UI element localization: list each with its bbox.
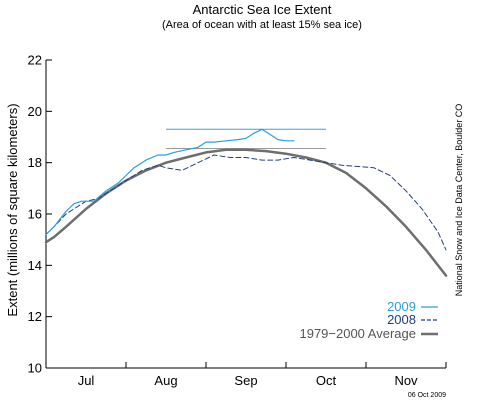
series-line — [44, 148, 448, 277]
y-tick-label: 12 — [28, 309, 42, 324]
legend-label: 2008 — [387, 312, 416, 327]
credit-text: National Snow and Ice Data Center, Bould… — [454, 104, 464, 297]
plot-area: 10 12 14 16 18 20 22 Jul Aug Sep Oct Nov — [28, 53, 448, 388]
legend-label: 1979−2000 Average — [299, 326, 416, 341]
y-tick-label: 22 — [28, 53, 42, 68]
legend-label: 2009 — [387, 299, 416, 314]
date-stamp: 06 Oct 2009 — [408, 392, 446, 399]
x-tick-label: Sep — [234, 373, 257, 388]
y-tick-label: 14 — [28, 258, 42, 273]
y-axis-label: Extent (millions of square kilometers) — [5, 103, 20, 316]
y-tick-label: 10 — [28, 361, 42, 376]
chart-subtitle: (Area of ocean with at least 15% sea ice… — [162, 19, 362, 31]
y-tick-label: 16 — [28, 207, 42, 222]
series-line — [45, 154, 447, 251]
y-tick-label: 18 — [28, 155, 42, 170]
x-tick-label: Aug — [154, 373, 177, 388]
x-tick-label: Jul — [78, 373, 95, 388]
x-tick-label: Oct — [316, 373, 337, 388]
series-line — [45, 128, 295, 236]
chart-title: Antarctic Sea Ice Extent — [193, 2, 332, 17]
y-tick-label: 20 — [28, 104, 42, 119]
x-tick-label: Nov — [394, 373, 418, 388]
